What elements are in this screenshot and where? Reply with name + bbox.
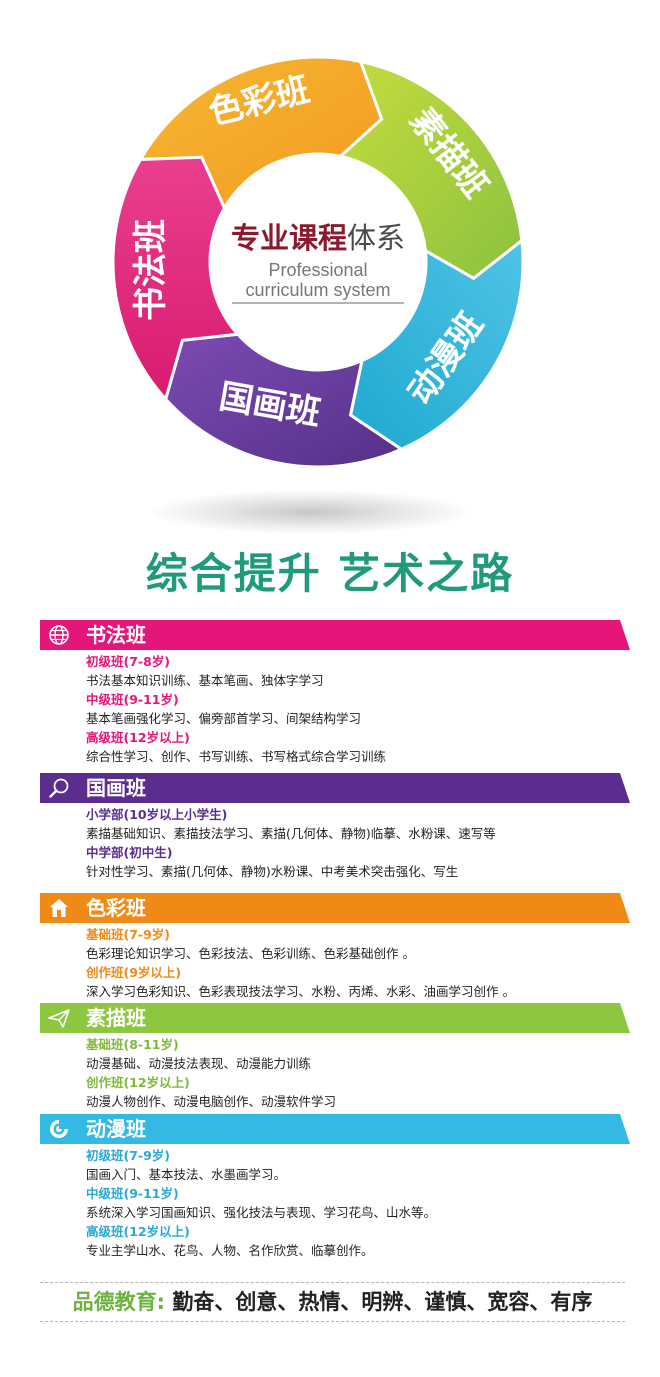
moral-key: 品德教育: [72,1290,166,1314]
level-desc: 专业主学山水、花鸟、人物、名作欣赏、临摹创作。 [86,1243,374,1258]
level-desc: 色彩理论知识学习、色彩技法、色彩训练、色彩基础创作 。 [86,946,415,961]
target-icon [50,1118,70,1138]
section-color: 色彩班 基础班(7-9岁) 色彩理论知识学习、色彩技法、色彩训练、色彩基础创作 … [40,893,630,1001]
level-label: 高级班(12岁以上) [86,730,190,745]
curriculum-wheel: 专业课程体系 Professional curriculum system 色彩… [0,0,660,520]
section-header: 素描班 [40,1003,630,1033]
level-label: 初级班(7-9岁) [86,1148,171,1163]
level-label: 中级班(9-11岁) [86,1186,179,1201]
level-desc: 动漫基础、动漫技法表现、动漫能力训练 [86,1056,312,1071]
level-label: 基础班(8-11岁) [86,1037,179,1052]
section-header: 国画班 [40,773,630,803]
level-label: 初级班(7-8岁) [86,654,171,669]
moral-values: 勤奋、创意、热情、明辨、谨慎、宽容、有序 [172,1290,593,1314]
section-header: 动漫班 [40,1114,630,1144]
level-desc: 基本笔画强化学习、偏旁部首学习、间架结构学习 [86,711,362,726]
search-icon [49,778,69,798]
center-title-light: 体系 [347,222,405,255]
level-label: 中学部(初中生) [86,845,173,860]
paper-plane-icon [48,1009,70,1028]
level-label: 中级班(9-11岁) [86,692,179,707]
center-subtitle-line2: curriculum system [245,280,390,300]
level-desc: 素描基础知识、素描技法学习、素描(几何体、静物)临摹、水粉课、速写等 [86,826,496,841]
slogan: 综合提升 艺术之路 [145,549,515,598]
wheel-shadow [150,490,470,534]
center-subtitle-line1: Professional [268,260,367,280]
moral-education-banner: 品德教育: 勤奋、创意、热情、明辨、谨慎、宽容、有序 [40,1282,625,1322]
wheel-label-calligraphy: 书法班 [132,219,170,321]
section-title: 色彩班 [86,896,146,920]
center-title-bold: 专业课程 [231,222,347,255]
level-desc: 综合性学习、创作、书写训练、书写格式综合学习训练 [86,749,387,764]
section-title: 素描班 [86,1006,146,1030]
svg-text:专业课程体系: 专业课程体系 [231,222,405,255]
section-calligraphy: 书法班 初级班(7-8岁) 书法基本知识训练、基本笔画、独体字学习 中级班(9-… [40,620,630,766]
section-header: 色彩班 [40,893,630,923]
section-title: 国画班 [86,776,146,800]
level-label: 基础班(7-9岁) [86,927,171,942]
section-anime: 动漫班 初级班(7-9岁) 国画入门、基本技法、水墨画学习。 中级班(9-11岁… [40,1114,630,1260]
section-title: 动漫班 [86,1117,146,1141]
curriculum-wheel-graphic: 专业课程体系 Professional curriculum system 色彩… [111,55,525,469]
level-label: 小学部(10岁以上小学生) [86,807,228,822]
level-desc: 系统深入学习国画知识、强化技法与表现、学习花鸟、山水等。 [86,1205,437,1220]
level-desc: 针对性学习、素描(几何体、静物)水粉课、中考美术突击强化、写生 [86,864,459,879]
section-title: 书法班 [86,623,146,647]
home-icon [50,899,68,917]
level-desc: 深入学习色彩知识、色彩表现技法学习、水粉、丙烯、水彩、油画学习创作 。 [86,984,515,999]
level-desc: 国画入门、基本技法、水墨画学习。 [86,1167,287,1182]
section-header: 书法班 [40,620,630,650]
level-label: 创作班(9岁以上) [86,965,182,980]
section-guohua: 国画班 小学部(10岁以上小学生) 素描基础知识、素描技法学习、素描(几何体、静… [40,773,630,881]
level-desc: 书法基本知识训练、基本笔画、独体字学习 [86,673,324,688]
level-desc: 动漫人物创作、动漫电脑创作、动漫软件学习 [86,1094,337,1109]
level-label: 创作班(12岁以上) [86,1075,190,1090]
section-sketch: 素描班 基础班(8-11岁) 动漫基础、动漫技法表现、动漫能力训练 创作班(12… [40,1003,630,1111]
globe-icon [49,625,69,645]
level-label: 高级班(12岁以上) [86,1224,190,1239]
